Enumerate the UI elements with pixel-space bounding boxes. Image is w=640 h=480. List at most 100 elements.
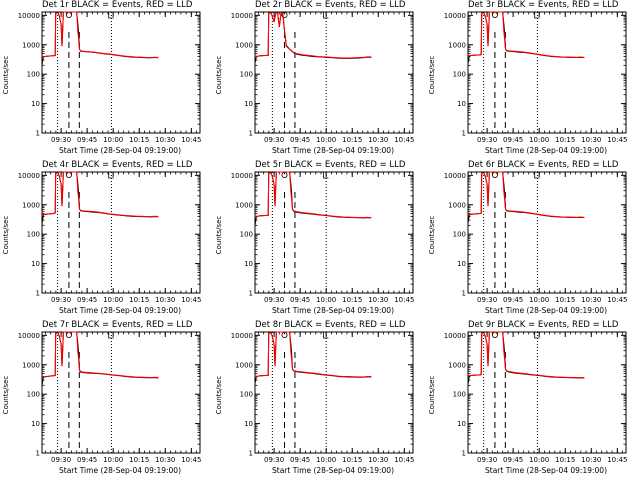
y-tick-label: 1	[36, 450, 40, 458]
x-tick-label: 10:00	[103, 296, 123, 304]
marker-circle	[65, 171, 72, 178]
y-tick-label: 1000	[22, 41, 40, 49]
plot-frame	[41, 11, 201, 134]
x-tick-label: 10:45	[394, 296, 414, 304]
x-tick-label: 09:45	[503, 296, 523, 304]
y-tick-label: 10000	[231, 332, 253, 340]
detector-panel: 1 10 100 1000 10000 09:30 09:45 10:00 10:15 10:30…	[0, 320, 213, 480]
y-tick-label: 100	[27, 231, 40, 239]
y-tick-label: 100	[453, 391, 466, 399]
y-tick-label: 10	[457, 420, 466, 428]
marker-circle	[281, 11, 288, 18]
chart-title: Det 8r BLACK = Events, RED = LLD	[255, 320, 406, 330]
y-tick-label: 1000	[235, 361, 253, 369]
x-tick-label: 10:15	[555, 456, 575, 464]
x-tick-label: 10:15	[129, 296, 149, 304]
y-tick-label: 1	[249, 290, 253, 298]
chart-title: Det 5r BLACK = Events, RED = LLD	[255, 160, 406, 170]
plot-frame	[254, 171, 414, 294]
x-tick-label: 10:30	[368, 456, 388, 464]
y-tick-label: 1000	[235, 41, 253, 49]
x-tick-label: 09:30	[477, 136, 497, 144]
x-tick-label: 09:45	[290, 136, 310, 144]
marker-bracket	[108, 332, 114, 339]
x-tick-label: 09:30	[264, 456, 284, 464]
x-tick-label: 09:30	[477, 296, 497, 304]
chart-title: Det 2r BLACK = Events, RED = LLD	[255, 0, 406, 10]
y-tick-label: 10000	[444, 172, 466, 180]
y-tick-label: 10	[457, 260, 466, 268]
marker-bracket	[534, 172, 540, 179]
events-line	[467, 331, 585, 385]
detector-panel: 1 10 100 1000 10000 09:30 09:45 10:00 10:15 10:30…	[0, 160, 213, 320]
x-tick-label: 09:30	[51, 296, 71, 304]
y-tick-label: 10000	[444, 332, 466, 340]
y-axis-label: Counts/sec	[428, 215, 436, 255]
chart-svg: 1 10 100 1000 10000 09:30 09:45 10:00 10:15 10:30…	[444, 331, 627, 464]
detector-panel: 1 10 100 1000 10000 09:30 09:45 10:00 10:15 10:30…	[426, 0, 639, 160]
y-tick-label: 1000	[448, 361, 466, 369]
x-tick-label: 10:15	[555, 296, 575, 304]
x-tick-label: 09:45	[77, 456, 97, 464]
y-tick-label: 10000	[18, 332, 40, 340]
x-tick-label: 10:00	[529, 136, 549, 144]
x-tick-label: 09:45	[503, 136, 523, 144]
y-tick-label: 100	[453, 71, 466, 79]
y-tick-label: 10000	[444, 12, 466, 20]
y-tick-label: 1	[36, 130, 40, 138]
x-tick-label: 10:15	[129, 136, 149, 144]
detector-panel: 1 10 100 1000 10000 09:30 09:45 10:00 10:15 10:30…	[0, 0, 213, 160]
chart-svg: 1 10 100 1000 10000 09:30 09:45 10:00 10:15 10:30…	[231, 11, 414, 144]
marker-circle	[491, 171, 498, 178]
detector-panel: 1 10 100 1000 10000 09:30 09:45 10:00 10:15 10:30…	[213, 0, 426, 160]
x-axis-label: Start Time (28-Sep-04 09:19:00)	[59, 466, 181, 475]
y-tick-label: 100	[27, 71, 40, 79]
lld-line	[254, 12, 372, 59]
x-tick-label: 10:45	[181, 136, 201, 144]
x-tick-label: 09:45	[290, 296, 310, 304]
y-tick-label: 1000	[235, 201, 253, 209]
y-tick-label: 10	[457, 100, 466, 108]
x-tick-label: 10:45	[607, 296, 627, 304]
y-axis-label: Counts/sec	[428, 55, 436, 95]
y-tick-label: 100	[240, 71, 253, 79]
x-tick-label: 10:15	[342, 136, 362, 144]
events-line	[467, 11, 585, 64]
events-line	[254, 331, 372, 384]
marker-bracket	[323, 332, 329, 339]
plot-frame	[41, 171, 201, 294]
x-axis-label: Start Time (28-Sep-04 09:19:00)	[485, 146, 607, 155]
events-line	[467, 171, 585, 224]
x-tick-label: 09:45	[290, 456, 310, 464]
detector-panel: 1 10 100 1000 10000 09:30 09:45 10:00 10:15 10:30…	[426, 160, 639, 320]
x-axis-label: Start Time (28-Sep-04 09:19:00)	[272, 306, 394, 315]
y-tick-label: 1	[462, 130, 466, 138]
y-tick-label: 1	[462, 450, 466, 458]
x-tick-label: 10:30	[155, 456, 175, 464]
y-tick-label: 1000	[448, 41, 466, 49]
y-tick-label: 10	[244, 100, 253, 108]
chart-svg: 1 10 100 1000 10000 09:30 09:45 10:00 10:15 10:30…	[18, 171, 201, 304]
y-tick-label: 10	[31, 100, 40, 108]
x-tick-label: 10:30	[155, 296, 175, 304]
plot-frame	[467, 331, 627, 454]
lld-line	[41, 171, 159, 218]
x-tick-label: 10:30	[581, 296, 601, 304]
x-tick-label: 10:45	[394, 136, 414, 144]
y-axis-label: Counts/sec	[2, 215, 10, 255]
x-tick-label: 09:30	[264, 296, 284, 304]
chart-title: Det 6r BLACK = Events, RED = LLD	[468, 160, 619, 170]
x-tick-label: 10:00	[316, 456, 336, 464]
y-tick-label: 100	[240, 391, 253, 399]
lld-line	[41, 331, 159, 379]
x-tick-label: 10:00	[529, 456, 549, 464]
x-tick-label: 10:00	[103, 136, 123, 144]
marker-circle	[65, 331, 72, 338]
x-tick-label: 10:30	[368, 136, 388, 144]
y-tick-label: 1	[249, 130, 253, 138]
x-axis-label: Start Time (28-Sep-04 09:19:00)	[485, 306, 607, 315]
marker-circle	[491, 331, 498, 338]
x-tick-label: 10:45	[394, 456, 414, 464]
chart-svg: 1 10 100 1000 10000 09:30 09:45 10:00 10:15 10:30…	[231, 331, 414, 464]
